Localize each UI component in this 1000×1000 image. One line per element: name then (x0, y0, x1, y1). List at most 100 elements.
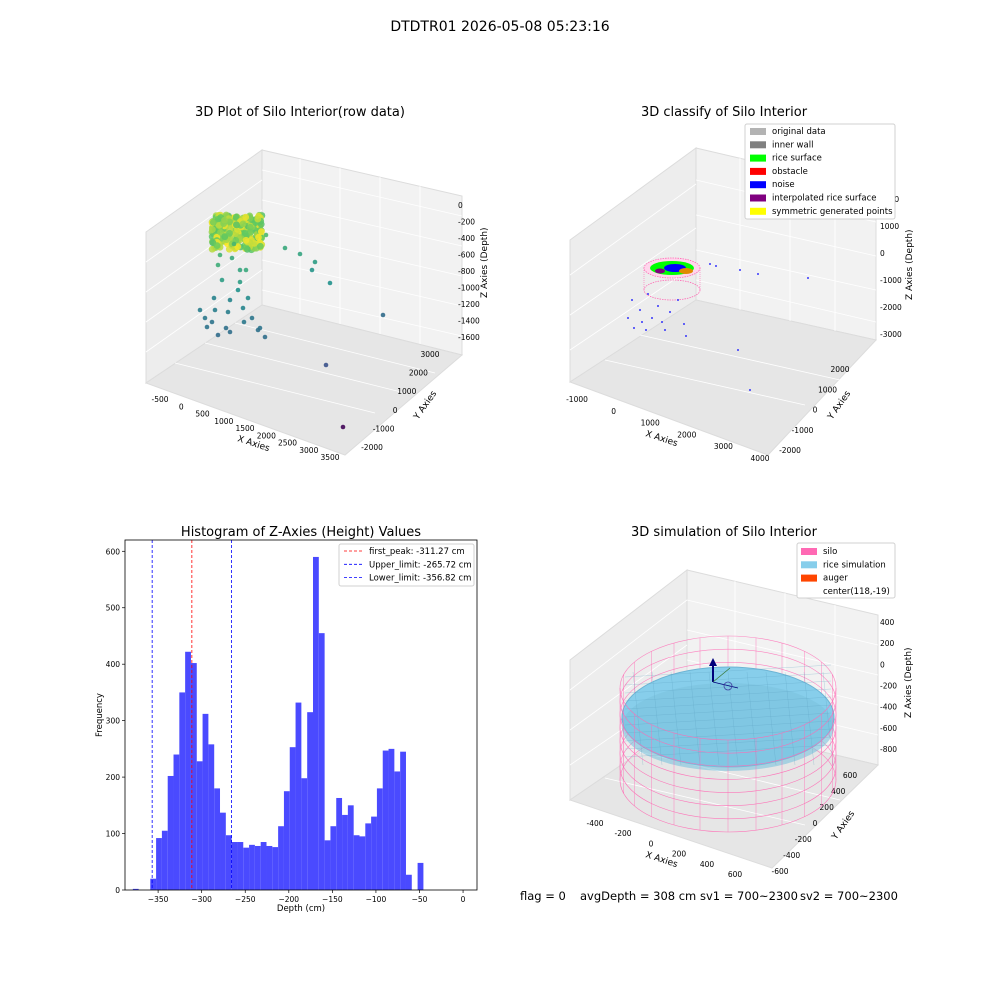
histogram-x-tick: −150 (322, 895, 343, 904)
histogram-x-tick: −300 (191, 895, 212, 904)
histogram-bar (353, 835, 360, 890)
histogram-legend-label: Upper_limit: -265.72 cm (369, 560, 472, 570)
classify-xlabel: X Axies (644, 429, 679, 449)
histogram-bar (161, 830, 168, 890)
classify-legend-swatch (750, 141, 766, 149)
histogram-bar (254, 845, 261, 890)
histogram-x-tick: 0 (461, 895, 466, 904)
histogram-bar (167, 775, 174, 890)
raw-point (233, 221, 240, 229)
classify-y-tick: 1000 (818, 385, 837, 394)
noise-point (683, 323, 685, 325)
classify-x-tick: 1000 (641, 419, 660, 428)
classify-x-tick: 4000 (750, 454, 769, 463)
raw-x-tick: 2500 (278, 439, 297, 448)
simulation-legend-swatch (801, 561, 817, 569)
raw-point (246, 228, 254, 236)
classify-x-tick: 0 (611, 407, 616, 416)
raw-point (309, 267, 315, 273)
histogram-bar (289, 747, 296, 890)
raw-point (225, 309, 231, 315)
noise-point (627, 317, 629, 319)
raw-point (380, 312, 386, 318)
simulation-ylabel: Y Axies (830, 809, 858, 842)
simulation-zlabel: Z Axies (Depth) (904, 647, 914, 718)
classify-legend-label: interpolated rice surface (772, 194, 877, 204)
raw-z-tick: -1600 (458, 333, 480, 342)
simulation-auger (709, 658, 739, 691)
raw-point (241, 319, 247, 325)
raw-point (215, 262, 221, 268)
histogram-bar (179, 692, 186, 890)
histogram-bar (347, 805, 354, 890)
simulation-y-tick: -600 (771, 867, 788, 876)
histogram-x-tick: −250 (235, 895, 256, 904)
histogram-x-tick: −50 (412, 895, 428, 904)
noise-point (631, 299, 633, 301)
simulation-rice-surface (621, 664, 835, 771)
raw-z-tick: -1400 (458, 317, 480, 326)
simulation-legend: silo rice simulation auger center(118,-19) (796, 542, 896, 599)
raw-z-tick: -400 (458, 234, 475, 243)
raw-y-tick: 1000 (397, 387, 416, 396)
noise-point (709, 263, 711, 265)
histogram-bar (365, 823, 372, 890)
histogram-bar (150, 878, 157, 890)
simulation-x-tick: 200 (672, 850, 687, 859)
simulation-z-tick: 200 (880, 639, 895, 648)
raw-point (212, 307, 218, 313)
histogram-legend-label: Lower_limit: -356.82 cm (369, 574, 471, 584)
histogram-bar (405, 874, 412, 890)
raw-point (241, 229, 249, 237)
raw-point (209, 226, 216, 234)
raw-point (213, 242, 221, 250)
raw-point-cloud (197, 211, 386, 430)
raw-z-tick: -1200 (458, 300, 480, 309)
raw-point (219, 277, 225, 283)
raw-point (217, 252, 223, 258)
histogram-x-tick: −350 (148, 895, 169, 904)
histogram-bar (185, 651, 191, 890)
histogram-bar (173, 754, 180, 890)
noise-point (669, 311, 671, 313)
raw-point (255, 233, 262, 241)
raw-point (246, 223, 254, 231)
raw-point (297, 251, 303, 257)
classify-zlabel: Z Axies (Depth) (905, 229, 915, 300)
histogram-bar (237, 842, 244, 890)
raw-point (221, 216, 228, 224)
histogram-bar (313, 556, 319, 890)
simulation-z-tick: 400 (880, 618, 895, 627)
noise-point (685, 335, 687, 337)
simulation-z-tick: -800 (880, 745, 897, 754)
histogram-y-tick: 400 (106, 660, 121, 669)
histogram-ylabel: Frequency (95, 693, 105, 737)
noise-point (807, 277, 809, 279)
classify-legend-swatch (750, 194, 766, 202)
raw-point (209, 219, 217, 226)
simulation-z-tick: -400 (880, 703, 897, 712)
raw-y-tick: 0 (393, 406, 398, 415)
raw-point (208, 245, 216, 253)
raw-point (255, 327, 261, 333)
histogram-bar (283, 791, 290, 890)
raw-point (229, 255, 235, 261)
raw-point (323, 362, 329, 368)
simulation-x-tick: 600 (728, 870, 743, 879)
histogram-bar (278, 826, 284, 890)
noise-point (737, 349, 739, 351)
panel-simulation-title: 3D simulation of Silo Interior (631, 525, 818, 540)
raw-point (254, 215, 262, 223)
raw-z-tick: -800 (458, 267, 475, 276)
raw-point (258, 228, 265, 236)
histogram-y-ticks: 0 100 200 300 400 500 600 (106, 547, 125, 895)
classify-silo-cylinder (643, 257, 701, 301)
histogram-x-tick: −200 (278, 895, 299, 904)
simulation-legend-label: auger (823, 574, 848, 584)
histogram-xlabel: Depth (cm) (277, 904, 325, 914)
raw-point (239, 220, 247, 228)
raw-point (262, 334, 268, 340)
simulation-legend-swatch (801, 548, 817, 555)
classify-legend-swatch (750, 181, 766, 189)
classify-y-tick: -1000 (792, 426, 814, 435)
